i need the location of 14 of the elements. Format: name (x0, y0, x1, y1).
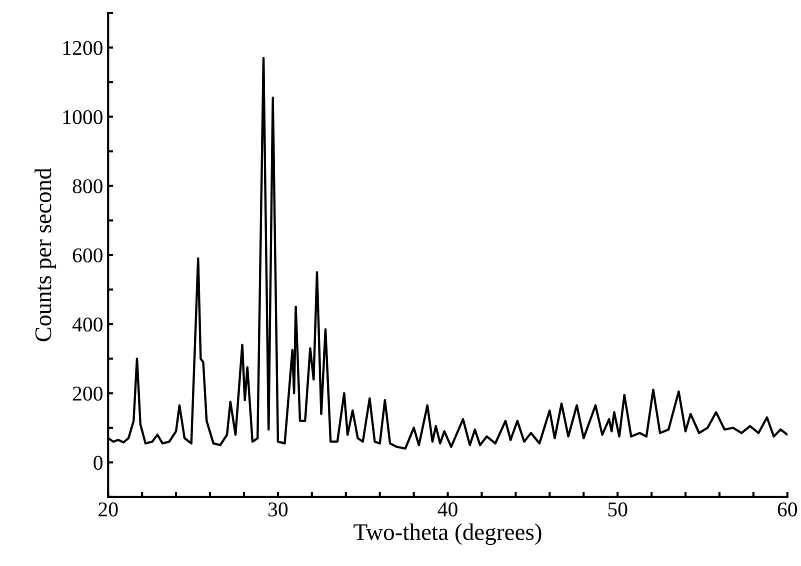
y-tick-label: 1000 (63, 110, 102, 124)
y-tick-label: 0 (94, 456, 102, 470)
x-tick-label: 30 (268, 502, 288, 516)
x-tick-label: 40 (438, 502, 458, 516)
y-axis-title: Counts per second (34, 168, 56, 342)
x-tick-label: 50 (608, 502, 628, 516)
x-axis-title: Two-theta (degrees) (354, 523, 542, 545)
y-tick-label: 800 (72, 179, 102, 194)
y-tick-label: 200 (72, 386, 102, 401)
y-tick-label: 600 (72, 248, 102, 262)
y-tick-label: 400 (72, 317, 102, 332)
x-tick-label: 60 (778, 502, 798, 516)
x-tick-label: 20 (98, 502, 118, 516)
y-tick-label: 1200 (63, 40, 102, 56)
